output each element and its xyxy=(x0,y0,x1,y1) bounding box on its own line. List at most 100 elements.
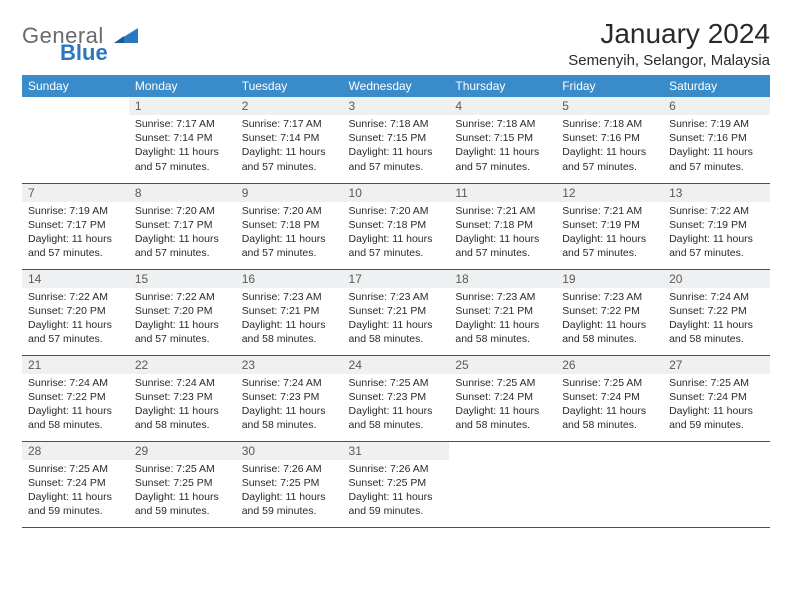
day-number: 29 xyxy=(129,442,236,460)
calendar-cell: 2Sunrise: 7:17 AMSunset: 7:14 PMDaylight… xyxy=(236,97,343,183)
logo-triangle-icon xyxy=(114,28,138,46)
day-body: Sunrise: 7:23 AMSunset: 7:21 PMDaylight:… xyxy=(236,288,343,351)
day-body: Sunrise: 7:25 AMSunset: 7:24 PMDaylight:… xyxy=(449,374,556,437)
day-number: 16 xyxy=(236,270,343,288)
day-body: Sunrise: 7:25 AMSunset: 7:25 PMDaylight:… xyxy=(129,460,236,523)
weekday-header: Tuesday xyxy=(236,75,343,97)
day-number: 14 xyxy=(22,270,129,288)
calendar-cell-empty xyxy=(22,97,129,183)
day-number: 27 xyxy=(663,356,770,374)
day-body: Sunrise: 7:20 AMSunset: 7:18 PMDaylight:… xyxy=(236,202,343,265)
day-body: Sunrise: 7:24 AMSunset: 7:22 PMDaylight:… xyxy=(663,288,770,351)
calendar-cell: 8Sunrise: 7:20 AMSunset: 7:17 PMDaylight… xyxy=(129,183,236,269)
day-body: Sunrise: 7:21 AMSunset: 7:19 PMDaylight:… xyxy=(556,202,663,265)
day-body: Sunrise: 7:25 AMSunset: 7:23 PMDaylight:… xyxy=(343,374,450,437)
calendar-cell: 6Sunrise: 7:19 AMSunset: 7:16 PMDaylight… xyxy=(663,97,770,183)
weekday-header: Thursday xyxy=(449,75,556,97)
day-number: 11 xyxy=(449,184,556,202)
calendar-row: 28Sunrise: 7:25 AMSunset: 7:24 PMDayligh… xyxy=(22,441,770,527)
day-body: Sunrise: 7:18 AMSunset: 7:15 PMDaylight:… xyxy=(343,115,450,178)
day-body: Sunrise: 7:19 AMSunset: 7:16 PMDaylight:… xyxy=(663,115,770,178)
day-body: Sunrise: 7:22 AMSunset: 7:19 PMDaylight:… xyxy=(663,202,770,265)
day-number: 6 xyxy=(663,97,770,115)
calendar-cell: 29Sunrise: 7:25 AMSunset: 7:25 PMDayligh… xyxy=(129,441,236,527)
day-number: 31 xyxy=(343,442,450,460)
day-number: 25 xyxy=(449,356,556,374)
day-body: Sunrise: 7:25 AMSunset: 7:24 PMDaylight:… xyxy=(663,374,770,437)
day-number: 15 xyxy=(129,270,236,288)
calendar-row: 1Sunrise: 7:17 AMSunset: 7:14 PMDaylight… xyxy=(22,97,770,183)
calendar-cell-empty xyxy=(556,441,663,527)
day-number: 3 xyxy=(343,97,450,115)
day-body: Sunrise: 7:18 AMSunset: 7:16 PMDaylight:… xyxy=(556,115,663,178)
calendar-cell: 16Sunrise: 7:23 AMSunset: 7:21 PMDayligh… xyxy=(236,269,343,355)
day-number: 1 xyxy=(129,97,236,115)
day-number: 23 xyxy=(236,356,343,374)
day-number: 2 xyxy=(236,97,343,115)
day-body: Sunrise: 7:17 AMSunset: 7:14 PMDaylight:… xyxy=(129,115,236,178)
calendar-body: 1Sunrise: 7:17 AMSunset: 7:14 PMDaylight… xyxy=(22,97,770,527)
calendar-cell: 5Sunrise: 7:18 AMSunset: 7:16 PMDaylight… xyxy=(556,97,663,183)
weekday-header: Friday xyxy=(556,75,663,97)
calendar-cell: 7Sunrise: 7:19 AMSunset: 7:17 PMDaylight… xyxy=(22,183,129,269)
calendar-cell: 23Sunrise: 7:24 AMSunset: 7:23 PMDayligh… xyxy=(236,355,343,441)
calendar-cell: 31Sunrise: 7:26 AMSunset: 7:25 PMDayligh… xyxy=(343,441,450,527)
weekday-header: Wednesday xyxy=(343,75,450,97)
day-number: 5 xyxy=(556,97,663,115)
calendar-cell: 21Sunrise: 7:24 AMSunset: 7:22 PMDayligh… xyxy=(22,355,129,441)
calendar-cell: 28Sunrise: 7:25 AMSunset: 7:24 PMDayligh… xyxy=(22,441,129,527)
calendar-cell-empty xyxy=(449,441,556,527)
day-body: Sunrise: 7:26 AMSunset: 7:25 PMDaylight:… xyxy=(343,460,450,523)
weekday-header: Saturday xyxy=(663,75,770,97)
day-body: Sunrise: 7:23 AMSunset: 7:21 PMDaylight:… xyxy=(343,288,450,351)
day-number: 22 xyxy=(129,356,236,374)
location: Semenyih, Selangor, Malaysia xyxy=(568,52,770,69)
calendar-cell: 4Sunrise: 7:18 AMSunset: 7:15 PMDaylight… xyxy=(449,97,556,183)
calendar-cell: 11Sunrise: 7:21 AMSunset: 7:18 PMDayligh… xyxy=(449,183,556,269)
calendar-table: SundayMondayTuesdayWednesdayThursdayFrid… xyxy=(22,75,770,528)
day-body: Sunrise: 7:23 AMSunset: 7:21 PMDaylight:… xyxy=(449,288,556,351)
calendar-cell: 10Sunrise: 7:20 AMSunset: 7:18 PMDayligh… xyxy=(343,183,450,269)
day-body: Sunrise: 7:20 AMSunset: 7:17 PMDaylight:… xyxy=(129,202,236,265)
calendar-header-row: SundayMondayTuesdayWednesdayThursdayFrid… xyxy=(22,75,770,97)
day-body: Sunrise: 7:23 AMSunset: 7:22 PMDaylight:… xyxy=(556,288,663,351)
day-number: 28 xyxy=(22,442,129,460)
calendar-cell-empty xyxy=(663,441,770,527)
calendar-cell: 15Sunrise: 7:22 AMSunset: 7:20 PMDayligh… xyxy=(129,269,236,355)
day-number: 7 xyxy=(22,184,129,202)
weekday-header: Sunday xyxy=(22,75,129,97)
day-body: Sunrise: 7:17 AMSunset: 7:14 PMDaylight:… xyxy=(236,115,343,178)
calendar-cell: 22Sunrise: 7:24 AMSunset: 7:23 PMDayligh… xyxy=(129,355,236,441)
calendar-cell: 12Sunrise: 7:21 AMSunset: 7:19 PMDayligh… xyxy=(556,183,663,269)
logo-text: General Blue xyxy=(22,24,108,64)
day-number: 30 xyxy=(236,442,343,460)
day-number: 21 xyxy=(22,356,129,374)
month-title: January 2024 xyxy=(568,18,770,50)
calendar-row: 14Sunrise: 7:22 AMSunset: 7:20 PMDayligh… xyxy=(22,269,770,355)
day-body: Sunrise: 7:19 AMSunset: 7:17 PMDaylight:… xyxy=(22,202,129,265)
calendar-row: 21Sunrise: 7:24 AMSunset: 7:22 PMDayligh… xyxy=(22,355,770,441)
title-block: January 2024 Semenyih, Selangor, Malaysi… xyxy=(568,18,770,69)
day-number: 4 xyxy=(449,97,556,115)
day-number: 10 xyxy=(343,184,450,202)
calendar-cell: 27Sunrise: 7:25 AMSunset: 7:24 PMDayligh… xyxy=(663,355,770,441)
calendar-cell: 26Sunrise: 7:25 AMSunset: 7:24 PMDayligh… xyxy=(556,355,663,441)
calendar-cell: 14Sunrise: 7:22 AMSunset: 7:20 PMDayligh… xyxy=(22,269,129,355)
day-body: Sunrise: 7:24 AMSunset: 7:23 PMDaylight:… xyxy=(129,374,236,437)
day-number: 8 xyxy=(129,184,236,202)
day-body: Sunrise: 7:25 AMSunset: 7:24 PMDaylight:… xyxy=(556,374,663,437)
day-body: Sunrise: 7:26 AMSunset: 7:25 PMDaylight:… xyxy=(236,460,343,523)
day-number: 12 xyxy=(556,184,663,202)
calendar-cell: 1Sunrise: 7:17 AMSunset: 7:14 PMDaylight… xyxy=(129,97,236,183)
header: General Blue January 2024 Semenyih, Sela… xyxy=(22,18,770,69)
day-number: 13 xyxy=(663,184,770,202)
calendar-cell: 25Sunrise: 7:25 AMSunset: 7:24 PMDayligh… xyxy=(449,355,556,441)
day-body: Sunrise: 7:21 AMSunset: 7:18 PMDaylight:… xyxy=(449,202,556,265)
day-body: Sunrise: 7:20 AMSunset: 7:18 PMDaylight:… xyxy=(343,202,450,265)
day-number: 26 xyxy=(556,356,663,374)
day-body: Sunrise: 7:24 AMSunset: 7:23 PMDaylight:… xyxy=(236,374,343,437)
day-number: 20 xyxy=(663,270,770,288)
day-number: 19 xyxy=(556,270,663,288)
weekday-header: Monday xyxy=(129,75,236,97)
calendar-cell: 20Sunrise: 7:24 AMSunset: 7:22 PMDayligh… xyxy=(663,269,770,355)
